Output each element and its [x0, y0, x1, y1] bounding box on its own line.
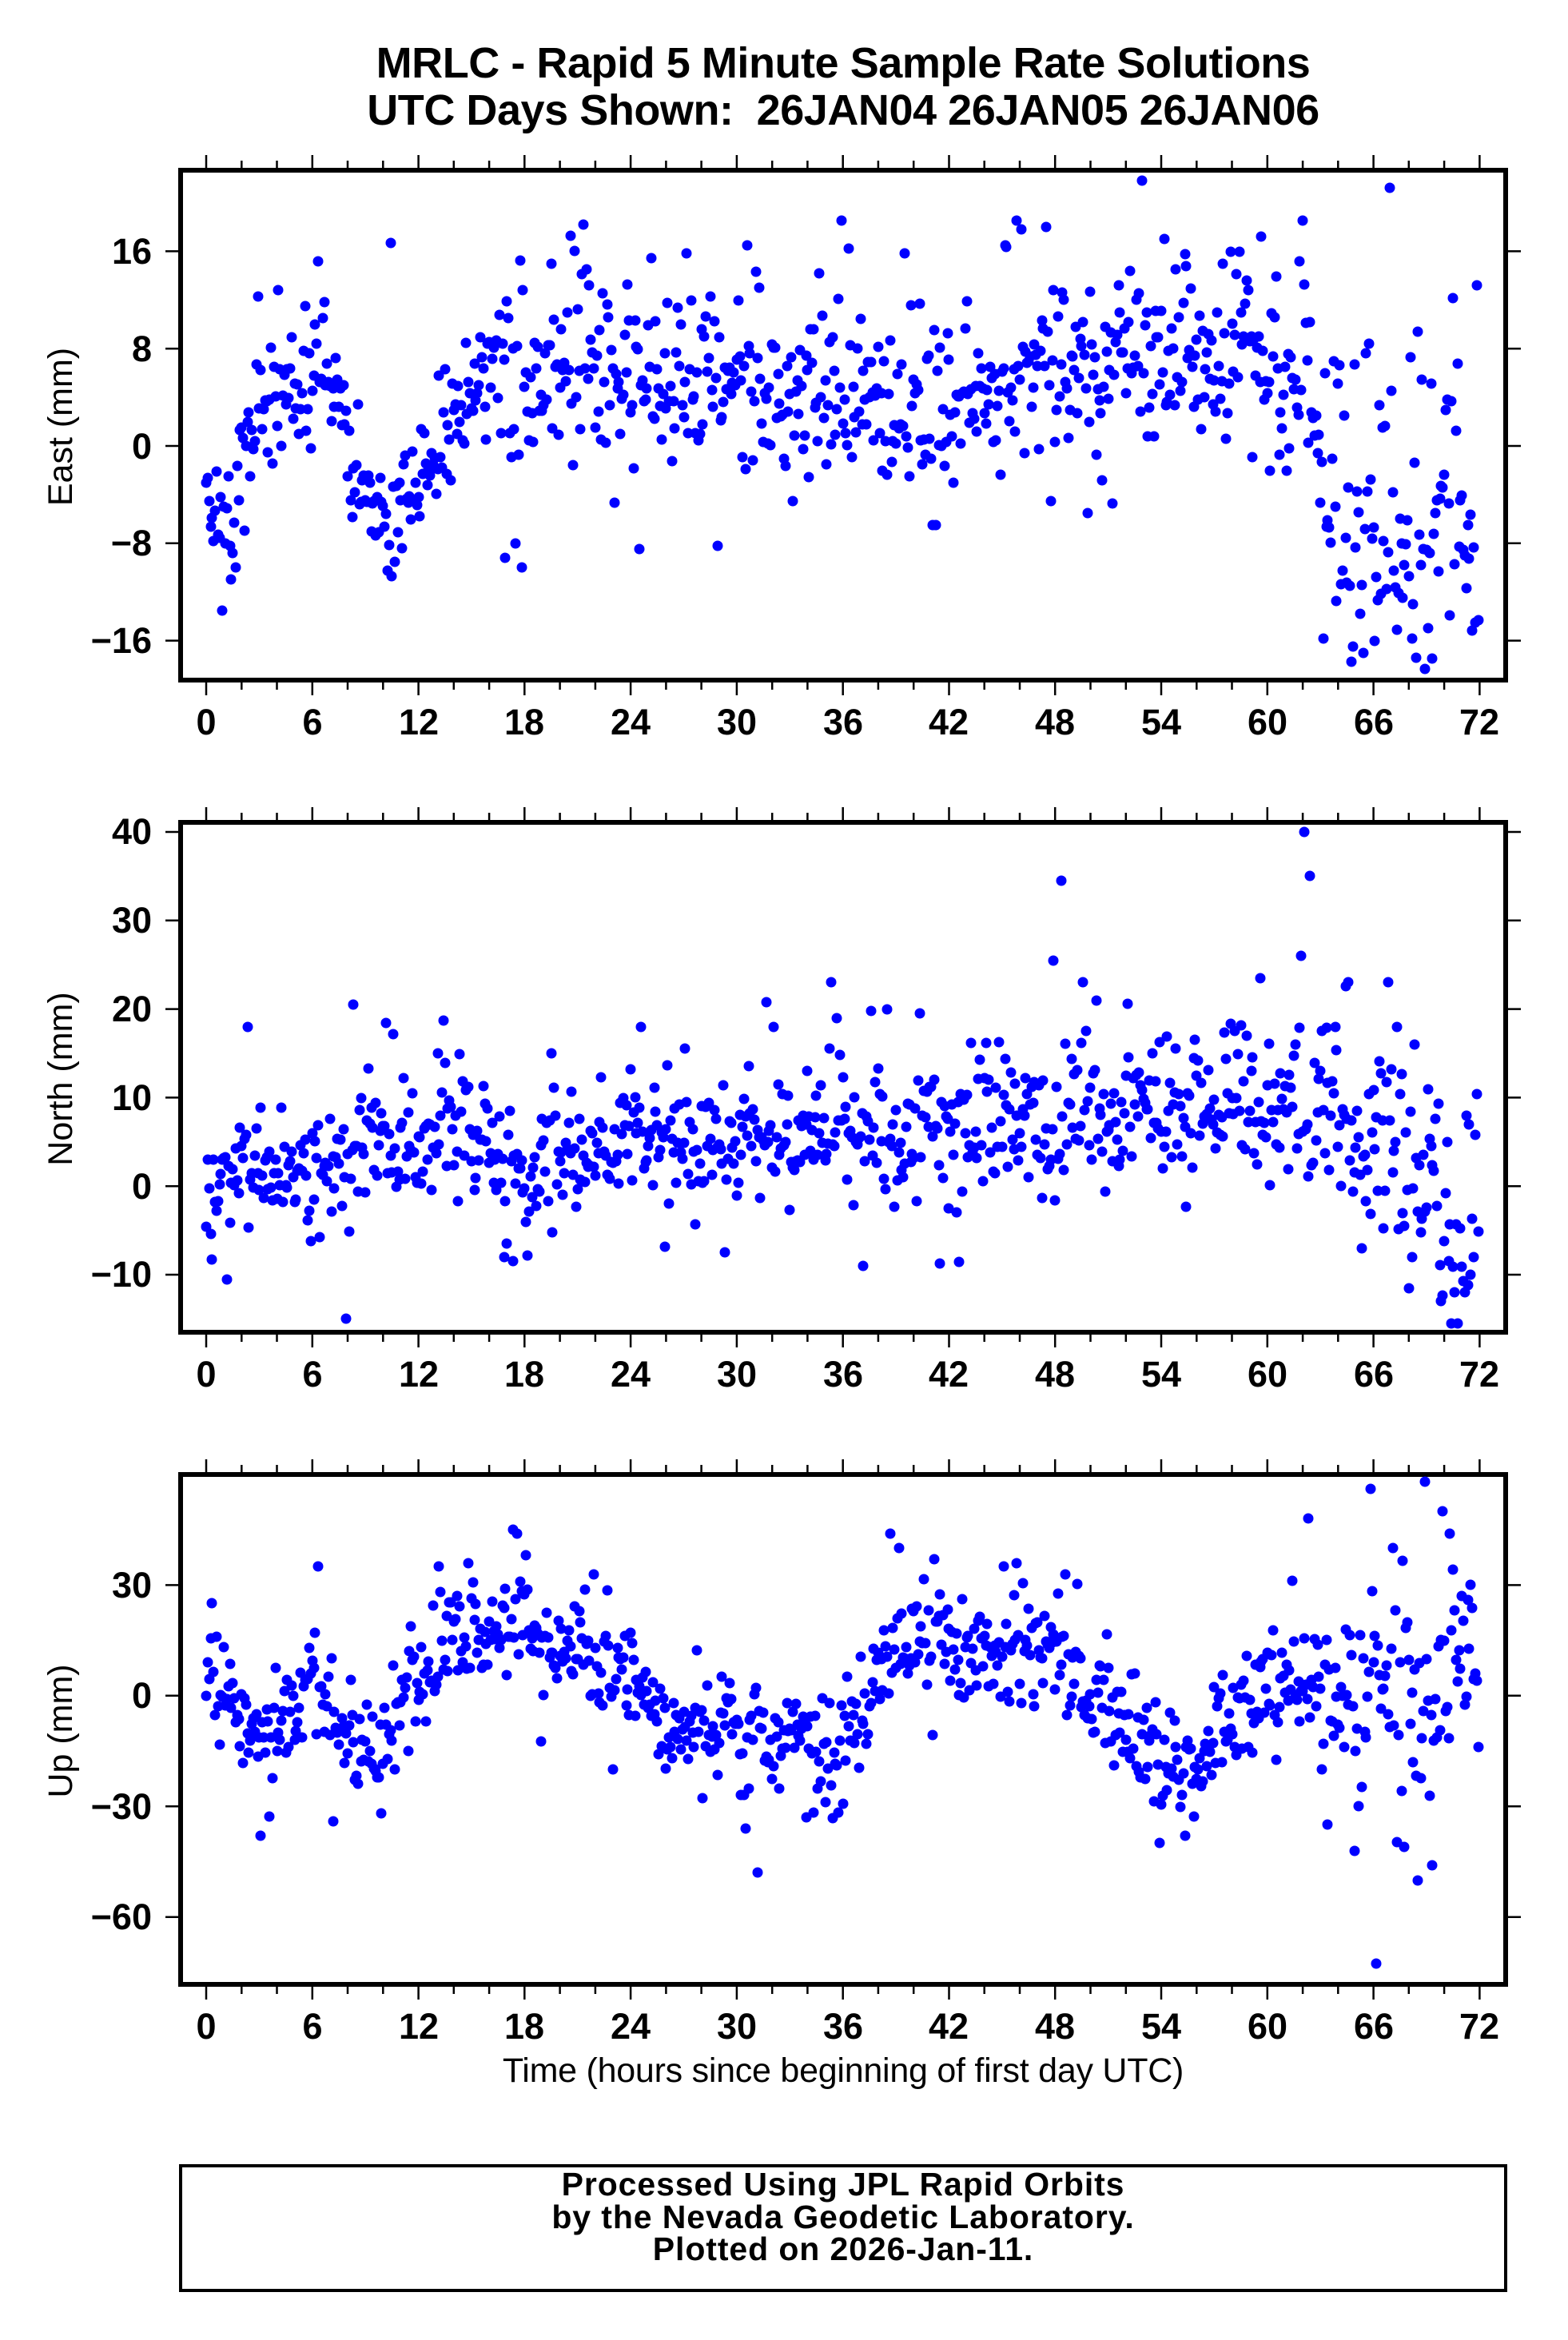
svg-text:72: 72: [1459, 1354, 1499, 1395]
svg-text:60: 60: [1248, 702, 1287, 742]
svg-text:42: 42: [929, 1354, 969, 1395]
svg-text:72: 72: [1459, 2006, 1499, 2047]
svg-text:6: 6: [302, 702, 322, 742]
svg-text:30: 30: [717, 2006, 757, 2047]
svg-text:by the Nevada Geodetic Laborat: by the Nevada Geodetic Laboratory.: [551, 2199, 1134, 2235]
svg-text:−16: −16: [91, 620, 152, 661]
svg-text:24: 24: [611, 1354, 651, 1395]
svg-text:8: 8: [132, 328, 152, 369]
svg-text:MRLC - Rapid 5 Minute Sample R: MRLC - Rapid 5 Minute Sample Rate Soluti…: [376, 39, 1311, 87]
svg-text:54: 54: [1141, 702, 1181, 742]
svg-text:−8: −8: [111, 523, 152, 563]
svg-text:Time (hours since beginning of: Time (hours since beginning of first day…: [503, 2051, 1184, 2090]
svg-text:−60: −60: [91, 1896, 152, 1937]
svg-text:42: 42: [929, 2006, 969, 2047]
svg-text:30: 30: [717, 1354, 757, 1395]
svg-text:36: 36: [823, 702, 863, 742]
svg-text:0: 0: [196, 2006, 216, 2047]
svg-text:36: 36: [823, 2006, 863, 2047]
svg-text:6: 6: [302, 2006, 322, 2047]
svg-text:66: 66: [1354, 702, 1394, 742]
svg-text:20: 20: [112, 989, 152, 1029]
svg-text:36: 36: [823, 1354, 863, 1395]
svg-text:48: 48: [1035, 1354, 1075, 1395]
svg-text:40: 40: [112, 811, 152, 852]
svg-text:60: 60: [1248, 2006, 1287, 2047]
svg-text:0: 0: [196, 702, 216, 742]
svg-text:60: 60: [1248, 1354, 1287, 1395]
svg-text:48: 48: [1035, 702, 1075, 742]
svg-text:0: 0: [132, 426, 152, 467]
svg-text:12: 12: [399, 1354, 439, 1395]
svg-text:18: 18: [504, 1354, 544, 1395]
svg-text:−10: −10: [91, 1254, 152, 1295]
svg-text:0: 0: [132, 1675, 152, 1716]
svg-text:0: 0: [132, 1166, 152, 1207]
svg-text:30: 30: [717, 702, 757, 742]
svg-text:−30: −30: [91, 1786, 152, 1827]
svg-text:12: 12: [399, 2006, 439, 2047]
svg-text:24: 24: [611, 702, 651, 742]
svg-text:48: 48: [1035, 2006, 1075, 2047]
svg-text:12: 12: [399, 702, 439, 742]
svg-text:54: 54: [1141, 2006, 1181, 2047]
svg-text:UTC Days Shown: 26JAN04 26JAN: UTC Days Shown: 26JAN04 26JAN05 26JAN06: [367, 86, 1319, 134]
svg-text:30: 30: [112, 1565, 152, 1606]
svg-text:66: 66: [1354, 2006, 1394, 2047]
svg-text:North (mm): North (mm): [42, 992, 80, 1165]
svg-text:18: 18: [504, 2006, 544, 2047]
svg-text:Processed Using JPL Rapid Orbi: Processed Using JPL Rapid Orbits: [562, 2166, 1125, 2203]
svg-text:42: 42: [929, 702, 969, 742]
svg-text:10: 10: [112, 1077, 152, 1118]
svg-text:Plotted on 2026-Jan-11.: Plotted on 2026-Jan-11.: [653, 2231, 1033, 2267]
svg-text:East (mm): East (mm): [42, 348, 80, 506]
svg-text:0: 0: [196, 1354, 216, 1395]
svg-text:18: 18: [504, 702, 544, 742]
svg-text:Up (mm): Up (mm): [42, 1664, 80, 1797]
svg-text:72: 72: [1459, 702, 1499, 742]
svg-text:30: 30: [112, 900, 152, 941]
svg-text:16: 16: [112, 231, 152, 272]
svg-text:54: 54: [1141, 1354, 1181, 1395]
svg-text:66: 66: [1354, 1354, 1394, 1395]
svg-text:24: 24: [611, 2006, 651, 2047]
svg-text:6: 6: [302, 1354, 322, 1395]
